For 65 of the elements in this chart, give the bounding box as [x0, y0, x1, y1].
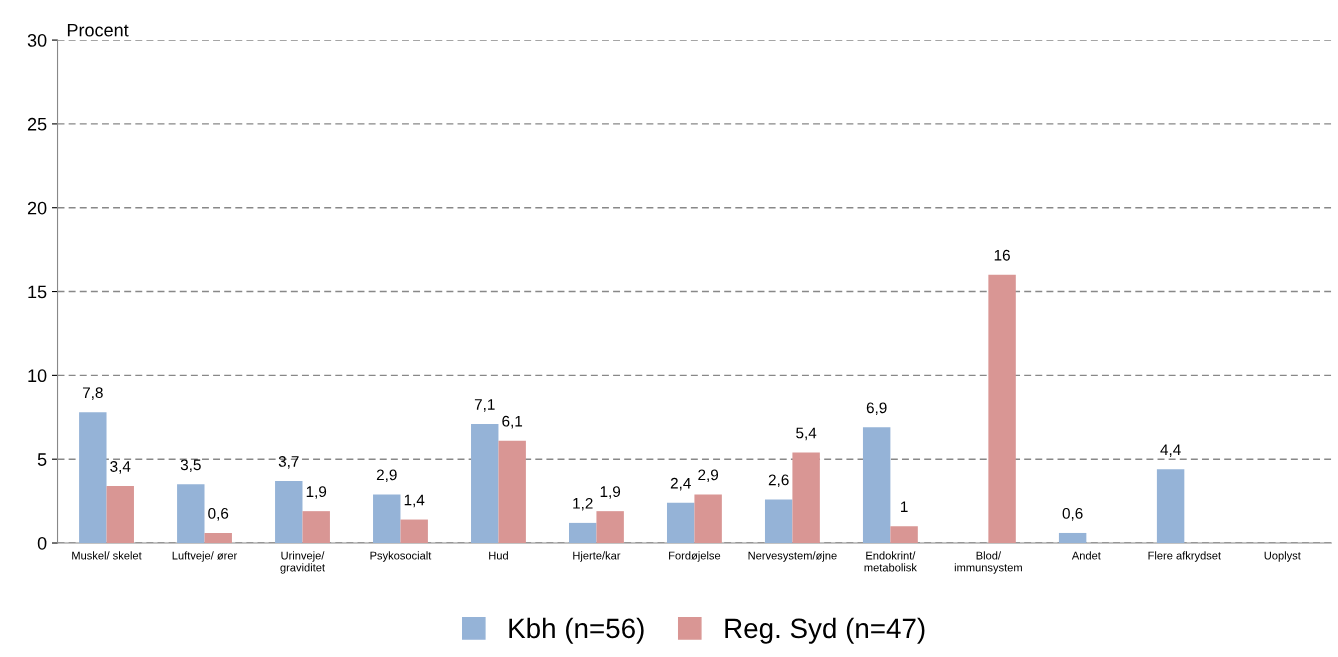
data-label: 0,6: [208, 508, 229, 521]
bar: [1156, 469, 1185, 544]
data-label: 3,5: [180, 459, 201, 473]
y-tick-label: 10: [28, 369, 47, 383]
bar: [471, 423, 499, 544]
data-label: 1,2: [573, 497, 593, 511]
x-tick-label: Nervesystem/øjne: [748, 551, 837, 562]
data-label: 2,9: [376, 469, 397, 483]
bar: [666, 502, 695, 544]
y-tick-label: 5: [37, 453, 47, 466]
bar: [792, 452, 820, 544]
data-label: 1,9: [306, 486, 327, 499]
data-label: 16: [994, 249, 1010, 261]
y-tick-label: 25: [27, 117, 47, 131]
bar: [400, 519, 428, 544]
legend-label: Reg. Syd (n=47): [725, 617, 925, 644]
bar: [862, 427, 891, 544]
bar: [694, 494, 722, 544]
data-label: 1,4: [404, 494, 425, 508]
bar: [302, 511, 330, 544]
x-tick-label: Hjerte/kar: [573, 551, 621, 562]
x-tick-label: Andet: [1071, 551, 1101, 560]
bar: [373, 494, 401, 544]
bar: [177, 484, 205, 544]
data-label: 3,4: [110, 461, 131, 474]
data-label: 1,9: [600, 486, 621, 499]
data-label: 5,4: [796, 427, 817, 441]
data-label: 1: [901, 501, 908, 512]
data-label: 0,6: [1062, 508, 1083, 521]
bar: [498, 440, 526, 544]
data-label: 3,7: [278, 456, 299, 469]
x-tick-label: Fordøjelse: [669, 551, 721, 562]
bar: [1058, 532, 1087, 544]
bar: [569, 522, 597, 544]
x-tick-label: Psykosocialt: [370, 551, 432, 562]
data-label: 4,4: [1160, 444, 1181, 457]
data-label: 7,1: [474, 399, 495, 412]
x-tick-label: Hud: [489, 551, 508, 560]
bar: [106, 486, 134, 544]
bar: [988, 274, 1016, 544]
x-tick-label: Endokrint/ metabolisk: [864, 551, 917, 572]
x-tick-label: Uoplyst: [1264, 551, 1301, 562]
y-tick-label: 15: [28, 285, 47, 299]
x-tick-label: Blod/ immunsystem: [954, 551, 1022, 574]
data-label: 2,4: [670, 477, 691, 491]
x-tick-label: Flere afkrydset: [1148, 551, 1221, 562]
bar: [890, 526, 918, 544]
bar: [275, 480, 303, 544]
bar: [764, 499, 793, 544]
bar: [204, 532, 232, 544]
y-axis-title: Procent: [67, 23, 129, 37]
y-tick-label: 30: [27, 34, 47, 47]
data-label: 6,1: [502, 415, 523, 429]
data-label: 2,6: [768, 474, 789, 488]
x-tick-label: Luftveje/ ører: [172, 551, 238, 562]
legend-label: Kbh (n=56): [509, 617, 644, 644]
data-label: 7,8: [82, 387, 103, 400]
data-label: 6,9: [866, 402, 887, 416]
x-tick-label: Muskel/ skelet: [72, 551, 142, 560]
bar: [79, 412, 107, 544]
data-label: 2,9: [698, 469, 719, 483]
y-tick-label: 0: [37, 536, 47, 550]
y-tick-label: 20: [27, 201, 47, 215]
bar: [596, 511, 624, 544]
x-tick-label: Urinveje/ graviditet: [280, 551, 325, 574]
